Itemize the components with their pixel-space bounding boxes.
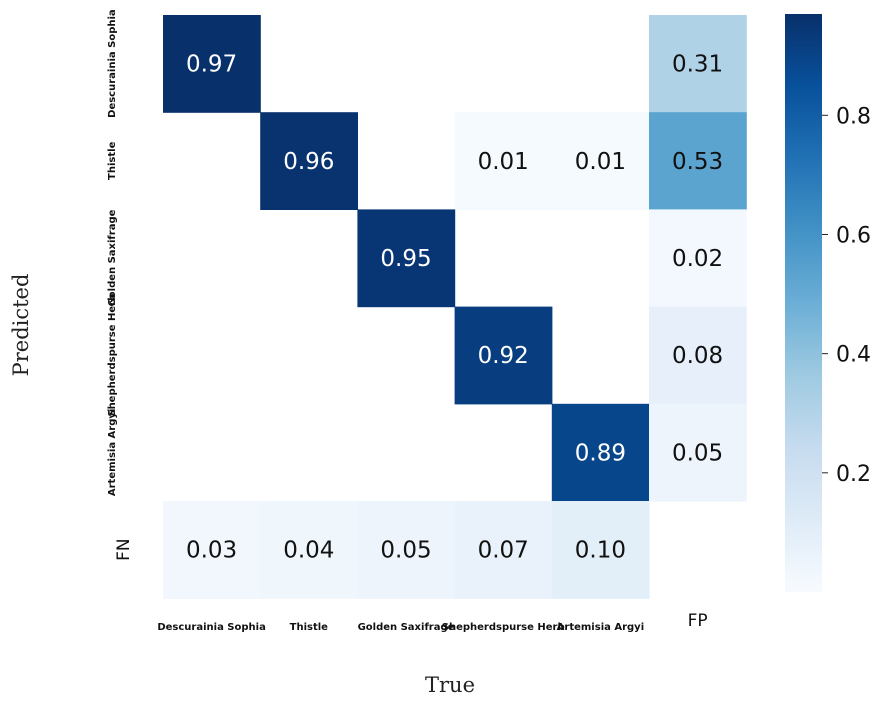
heatmap-cell	[454, 112, 553, 210]
cell-value-label: 0.89	[575, 440, 626, 466]
heatmap-cell	[551, 403, 650, 502]
y-tick-labels: Descurainia Sophia Thistle Golden Saxifrag…	[107, 9, 134, 561]
heatmap-cell	[649, 15, 747, 113]
heatmap-cell	[163, 15, 261, 113]
heatmap-cell	[649, 403, 747, 502]
cell-value-label: 0.92	[478, 343, 529, 369]
heatmap-cell	[551, 501, 650, 599]
colorbar-tick-label: 0.8	[836, 104, 871, 129]
cell-value-label: 0.08	[672, 343, 723, 369]
y-tick-label: Descurainia Sophia	[107, 9, 118, 118]
y-tick-label: Artemisia Argyi	[107, 409, 118, 496]
heatmap-cell	[649, 112, 747, 210]
heatmap-cells: 0.97 0.31 0.96 0.01 0.01 0.53 0.95 0.02 0.92 0.08…	[163, 15, 747, 599]
y-axis-title: Predicted	[9, 274, 33, 377]
x-tick-label: Thistle	[290, 622, 329, 633]
heatmap-cell	[454, 306, 553, 405]
heatmap-cell	[357, 209, 456, 308]
x-tick-label: Descurainia Sophia	[157, 622, 266, 633]
cell-value-label: 0.96	[283, 149, 334, 175]
x-axis-title: True	[425, 673, 475, 697]
cell-value-label: 0.01	[478, 149, 529, 175]
cell-value-label: 0.07	[478, 538, 529, 564]
y-tick-label: FN	[114, 538, 134, 561]
x-tick-label: Shepherdspurse Herb	[442, 622, 565, 633]
colorbar	[785, 14, 822, 592]
cell-value-label: 0.01	[575, 149, 626, 175]
x-tick-labels: Descurainia Sophia Thistle Golden Saxifrag…	[157, 611, 707, 633]
colorbar-ticks: 0.2 0.4 0.6 0.8	[822, 104, 871, 487]
cell-value-label: 0.95	[380, 246, 431, 272]
cell-value-label: 0.97	[186, 52, 237, 78]
x-tick-label: Artemisia Argyi	[557, 622, 644, 633]
cell-value-label: 0.04	[283, 538, 334, 564]
heatmap-cell	[649, 306, 747, 405]
heatmap-cell	[551, 112, 650, 210]
cell-value-label: 0.53	[672, 149, 723, 175]
cell-value-label: 0.05	[672, 440, 723, 466]
colorbar-tick-label: 0.4	[836, 343, 871, 368]
y-tick-label: Shepherdspurse Herb	[107, 294, 118, 417]
x-tick-label: Golden Saxifrage	[358, 622, 455, 633]
colorbar-tick-label: 0.6	[836, 223, 871, 248]
heatmap-cell	[649, 209, 747, 308]
heatmap-cell	[260, 501, 358, 599]
y-tick-label: Golden Saxifrage	[107, 209, 118, 306]
colorbar-tick-label: 0.2	[836, 462, 871, 487]
cell-value-label: 0.05	[380, 538, 431, 564]
cell-value-label: 0.03	[186, 538, 237, 564]
cell-value-label: 0.31	[672, 52, 723, 78]
heatmap-cell	[454, 501, 553, 599]
x-tick-label: FP	[688, 611, 708, 631]
cell-value-label: 0.02	[672, 246, 723, 272]
heatmap-cell	[357, 501, 456, 599]
y-tick-label: Thistle	[107, 141, 118, 180]
heatmap-cell	[163, 501, 261, 599]
heatmap-cell	[260, 112, 358, 210]
cell-value-label: 0.10	[575, 538, 626, 564]
